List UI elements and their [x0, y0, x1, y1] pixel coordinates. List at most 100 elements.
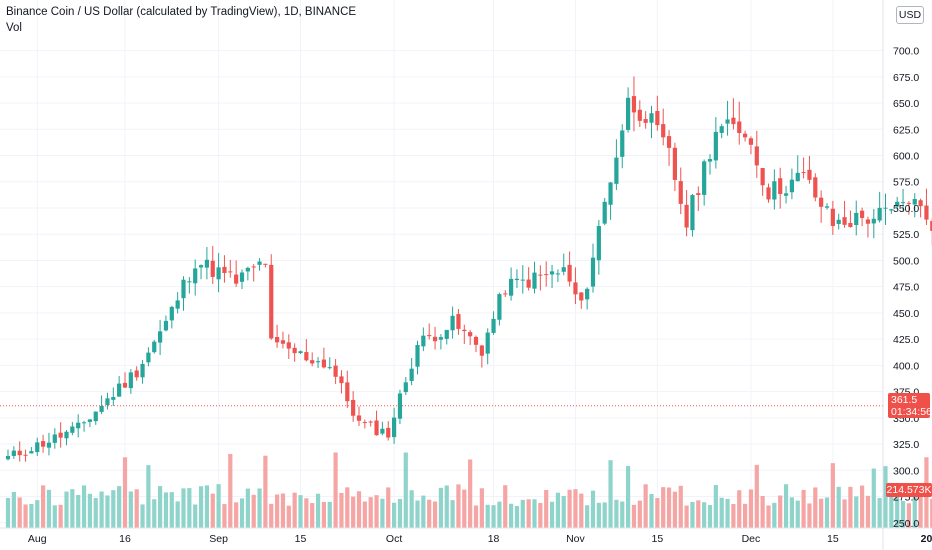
volume-bar [321, 502, 326, 528]
volume-value-tag: 214.573K [886, 483, 932, 497]
volume-bar [608, 460, 613, 528]
candle-body [315, 361, 321, 363]
candle-body [128, 372, 133, 389]
volume-bar [222, 504, 227, 528]
candle-body [198, 265, 204, 268]
volume-bars [5, 452, 932, 528]
volume-bar [854, 496, 859, 528]
candle-body [5, 455, 11, 460]
volume-bar [830, 463, 835, 528]
candle-body [386, 427, 391, 438]
volume-bar [514, 505, 520, 528]
candle-body [772, 181, 777, 200]
candle-body [555, 273, 560, 275]
volume-bar [64, 491, 69, 528]
candle-body [356, 415, 362, 421]
volume-bar [374, 495, 379, 528]
candle-body [222, 266, 227, 273]
volume-bar [427, 499, 432, 528]
volume-bar [239, 498, 245, 528]
candle-body [865, 219, 871, 224]
volume-bar [304, 498, 309, 528]
y-tick-label: 550.0 [893, 203, 919, 215]
candle-body [432, 336, 438, 342]
volume-bar [245, 488, 250, 528]
volume-bar [111, 490, 116, 528]
volume-bar [392, 502, 397, 528]
volume-bar [146, 465, 151, 528]
volume-bar [637, 500, 642, 528]
volume-bar [491, 505, 496, 528]
symbol-title: Binance Coin / US Dollar (calculated by … [6, 6, 357, 18]
candle-body [579, 292, 584, 301]
candle-body [906, 203, 911, 205]
last-price-tag: 361.5 01:34:56 [888, 393, 932, 418]
candle-body [415, 344, 420, 367]
volume-bar [432, 501, 438, 528]
candle-body [204, 259, 209, 268]
volume-bar [743, 503, 748, 528]
volume-bar [877, 498, 882, 528]
volume-bar [760, 495, 765, 528]
candle-body [590, 257, 596, 287]
volume-bar [801, 489, 806, 528]
candle-body [690, 195, 695, 231]
candle-body [643, 119, 648, 123]
volume-bar [526, 499, 531, 528]
volume-bar [485, 504, 490, 528]
x-tick-label: 15 [827, 533, 839, 545]
candle-body [351, 399, 356, 416]
candle-body [509, 278, 514, 296]
candle-body [877, 207, 882, 221]
volume-bar [280, 493, 286, 528]
y-tick-label: 500.0 [893, 255, 919, 267]
volume-bar [386, 487, 391, 528]
candle-body [918, 200, 923, 207]
volume-bar [421, 495, 426, 528]
volume-bar [181, 488, 186, 528]
volume-bar [684, 505, 689, 528]
volume-bar [655, 497, 660, 528]
volume-bar [883, 466, 888, 528]
volume-indicator-label[interactable]: Vol [6, 22, 22, 34]
candle-body [860, 210, 865, 218]
candle-body [23, 454, 28, 456]
candle-body [626, 97, 631, 130]
candle-body [491, 318, 496, 333]
candle-body [368, 421, 373, 423]
volume-bar [690, 502, 695, 528]
candle-body [561, 267, 566, 272]
candle-body [526, 279, 531, 288]
candle-body [257, 261, 262, 265]
candle-body [70, 426, 75, 433]
y-tick-label: 300.0 [893, 465, 919, 477]
volume-bar [561, 496, 566, 528]
volume-bar [35, 500, 40, 528]
candle-body [29, 451, 34, 454]
y-tick-label: 475.0 [893, 282, 919, 294]
x-tick-label: Nov [566, 533, 585, 545]
y-tick-label: 625.0 [893, 124, 919, 136]
candle-body [514, 278, 520, 281]
candle-body [924, 205, 929, 220]
y-tick-label: 600.0 [893, 151, 919, 163]
candle-body [544, 274, 549, 276]
volume-bar [11, 491, 16, 528]
candle-body [549, 271, 555, 275]
volume-bar [257, 488, 262, 528]
candle-body [731, 117, 736, 125]
candle-body [362, 422, 367, 424]
candle-body [380, 428, 385, 434]
volume-bar [444, 485, 449, 528]
candle-body [912, 198, 917, 205]
candle-body [637, 109, 642, 121]
volume-bar [824, 497, 830, 528]
currency-button[interactable]: USD [896, 6, 924, 24]
volume-bar [795, 500, 800, 528]
volume-bar [842, 499, 847, 528]
volume-bar [76, 494, 81, 528]
volume-bar [292, 492, 297, 528]
x-tick-label: Oct [386, 533, 402, 545]
